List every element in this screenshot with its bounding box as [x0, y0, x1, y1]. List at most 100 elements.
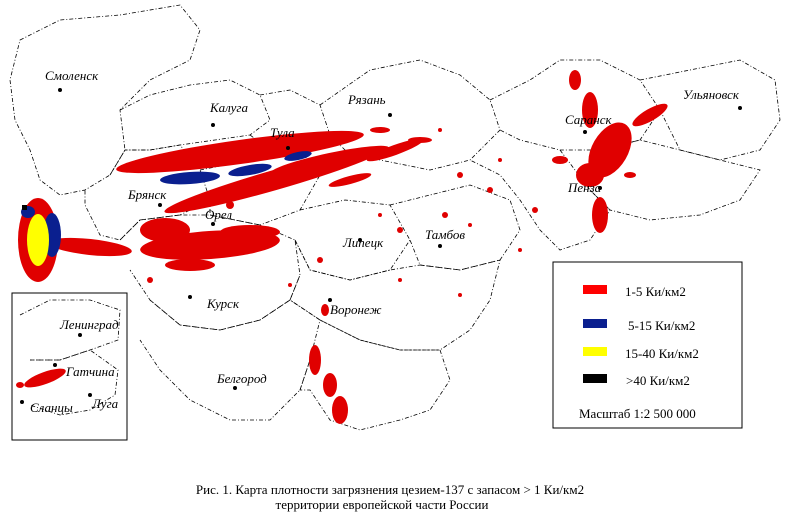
contamination-zones-part	[366, 138, 424, 162]
city-dots-part	[358, 238, 362, 242]
contamination-zones-part	[22, 205, 27, 210]
label: Белгород	[216, 371, 267, 386]
label: Липецк	[342, 235, 384, 250]
city-dots-part	[78, 333, 82, 337]
caption: Рис. 1. Карта плотности загрязнения цези…	[196, 482, 584, 512]
contamination-zones-part	[323, 373, 337, 397]
region-borders-part	[29, 349, 119, 416]
region-borders-part	[589, 139, 761, 221]
label: Рис. 1. Карта плотности загрязнения цези…	[196, 482, 584, 497]
contamination-zones-part	[458, 293, 462, 297]
legend-swatch	[583, 347, 607, 356]
contamination-zones-part	[160, 171, 220, 185]
contamination-zones-part	[498, 158, 502, 162]
city-dots-part	[598, 186, 602, 190]
label: Пенза	[567, 180, 602, 195]
label: Орел	[205, 207, 232, 222]
contamination-zones-part	[165, 259, 215, 271]
region-borders-part	[639, 59, 781, 161]
legend: 1-5 Ки/км2 5-15 Ки/км2 15-40 Ки/км2 >40 …	[552, 261, 743, 429]
contamination-zones-part	[632, 103, 668, 127]
contamination-zones	[16, 70, 668, 424]
contamination-zones-part	[408, 137, 432, 143]
contamination-zones-part	[309, 345, 321, 375]
label: Тамбов	[425, 227, 465, 242]
region-borders-part	[294, 199, 411, 281]
contamination-zones-part	[116, 130, 364, 174]
contamination-zones-part	[468, 223, 472, 227]
city-dots-part	[20, 400, 24, 404]
legend-swatch	[583, 285, 607, 294]
contamination-zones-part	[569, 70, 581, 90]
contamination-zones-part	[332, 396, 348, 424]
contamination-zones-part	[140, 218, 190, 242]
region-borders-part	[199, 149, 321, 226]
contamination-zones-part	[457, 172, 463, 178]
label: Ульяновск	[683, 87, 740, 102]
region-borders-part	[289, 239, 501, 351]
label: Брянск	[127, 187, 167, 202]
contamination-zones-part	[27, 214, 49, 266]
label: 1-5 Ки/км2	[625, 284, 686, 299]
contamination-zones-part	[321, 304, 329, 316]
region-borders-part	[9, 4, 201, 196]
region-borders-part	[299, 319, 451, 431]
region-borders-part	[139, 299, 321, 421]
label: Воронеж	[330, 302, 381, 317]
label: Рязань	[347, 92, 386, 107]
city-dots-part	[188, 295, 192, 299]
label: Масштаб 1:2 500 000	[579, 406, 696, 421]
city-dots-part	[53, 363, 57, 367]
city-dots-part	[388, 113, 392, 117]
contamination-zones-part	[624, 172, 636, 178]
city-dots-part	[328, 298, 332, 302]
contamination-zones-part	[284, 151, 312, 161]
label: 5-15 Ки/км2	[628, 318, 695, 333]
contamination-zones-part	[220, 225, 280, 239]
contamination-zones-part	[288, 283, 292, 287]
city-dots-part	[438, 244, 442, 248]
contamination-zones-part	[328, 173, 372, 187]
label: >40 Ки/км2	[626, 373, 690, 388]
contamination-zones-part	[532, 207, 538, 213]
city-dots-part	[233, 386, 237, 390]
contamination-zones-part	[582, 92, 598, 128]
city-dots-part	[158, 203, 162, 207]
contamination-zones-part	[592, 197, 608, 233]
label: Смоленск	[45, 68, 99, 83]
contamination-zones-part	[576, 163, 604, 187]
contamination-zones-part	[271, 145, 389, 175]
contamination-zones-part	[398, 278, 402, 282]
contamination-zones-part	[552, 156, 568, 164]
legend-swatch	[583, 319, 607, 328]
contamination-zones-part	[438, 128, 442, 132]
city-dots	[20, 88, 742, 404]
contamination-zones-part	[370, 127, 390, 133]
contamination-zones-part	[442, 212, 448, 218]
city-dots-part	[583, 130, 587, 134]
contamination-zones-part	[588, 122, 632, 178]
city-dots-part	[738, 106, 742, 110]
city-dots-part	[211, 123, 215, 127]
contamination-zones-part	[147, 277, 153, 283]
contamination-zones-part	[226, 201, 234, 209]
contamination-zones-part	[397, 227, 403, 233]
city-dots-part	[58, 88, 62, 92]
label: Курск	[206, 296, 240, 311]
region-borders-part	[389, 184, 521, 271]
label: Сланцы	[30, 400, 73, 415]
legend-swatch	[583, 374, 607, 383]
label: Луга	[91, 396, 119, 411]
label: территории европейской части России	[276, 497, 489, 512]
contamination-zones-part	[518, 248, 522, 252]
city-dots-part	[88, 393, 92, 397]
inset-frame	[11, 292, 128, 441]
label: Ленинград	[59, 317, 119, 332]
label: Саранск	[565, 112, 612, 127]
contamination-zones-part	[378, 213, 382, 217]
contamination-zones-part	[48, 237, 132, 257]
label: 15-40 Ки/км2	[625, 346, 699, 361]
region-borders-part	[19, 299, 121, 361]
